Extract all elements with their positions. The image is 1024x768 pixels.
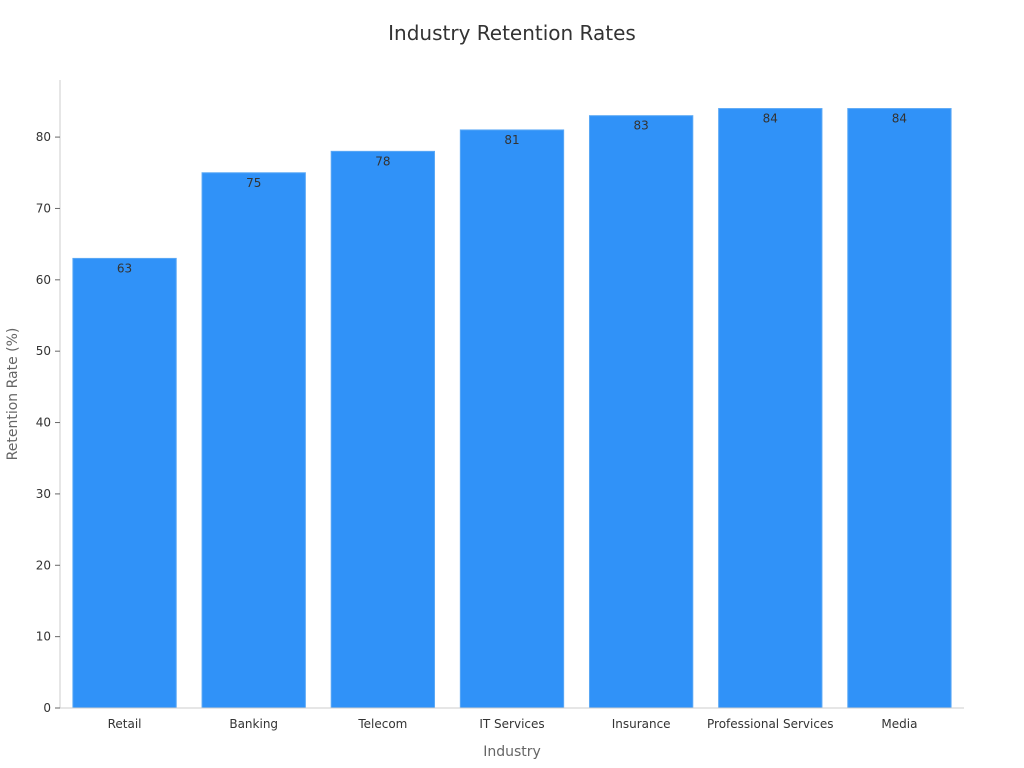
- x-tick-label: Retail: [108, 717, 142, 731]
- chart-title: Industry Retention Rates: [388, 21, 636, 45]
- data-label: 84: [892, 112, 907, 126]
- y-tick-label: 40: [36, 416, 51, 430]
- x-tick-label: Insurance: [612, 717, 671, 731]
- y-tick-label: 20: [36, 558, 51, 572]
- bar-professional-services: [718, 108, 823, 709]
- data-label: 78: [375, 154, 390, 168]
- data-label: 84: [763, 112, 778, 126]
- y-tick-label: 80: [36, 130, 51, 144]
- bar-insurance: [588, 115, 694, 709]
- y-tick-label: 30: [36, 487, 51, 501]
- y-axis-label: Retention Rate (%): [5, 328, 21, 461]
- x-tick-label: Professional Services: [707, 717, 834, 731]
- x-tick-label: Media: [881, 717, 917, 731]
- bar-media: [847, 108, 952, 709]
- y-tick-label: 70: [36, 201, 51, 215]
- bar-it-services: [459, 129, 565, 709]
- data-label: 63: [117, 261, 132, 275]
- y-axis-ticks: 0 10 20 30 40 50 60 70 80: [36, 130, 60, 715]
- data-label: 81: [504, 133, 519, 147]
- x-tick-label: IT Services: [479, 717, 544, 731]
- x-axis-label: Industry: [483, 744, 541, 760]
- x-axis-ticks: Retail Banking Telecom IT Services Insurance…: [108, 717, 918, 731]
- data-label: 83: [633, 119, 648, 133]
- y-tick-label: 0: [43, 701, 51, 715]
- bar-banking: [201, 172, 306, 709]
- x-tick-label: Telecom: [357, 717, 407, 731]
- plot-area: 63 75 78 81 83 84 84 0 10 20 30 40 50 60 70 80 Retail B…: [36, 80, 964, 731]
- bars-layer: [72, 108, 952, 709]
- data-label: 75: [246, 176, 261, 190]
- bar-retail: [72, 257, 177, 709]
- y-tick-label: 10: [36, 630, 51, 644]
- data-labels-layer: 63 75 78 81 83 84 84: [117, 112, 907, 276]
- y-tick-label: 50: [36, 344, 51, 358]
- bar-telecom: [330, 150, 436, 709]
- y-tick-label: 60: [36, 273, 51, 287]
- x-tick-label: Banking: [229, 717, 278, 731]
